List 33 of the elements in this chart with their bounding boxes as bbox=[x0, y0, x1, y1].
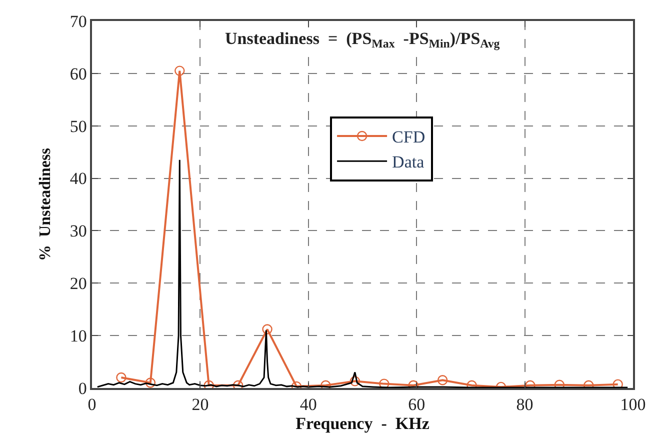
y-tick-label: 40 bbox=[70, 169, 87, 188]
x-tick-label: 40 bbox=[300, 395, 317, 414]
point bbox=[584, 380, 594, 388]
x-tick-label: 60 bbox=[408, 395, 426, 414]
point bbox=[204, 380, 214, 388]
y-axis-title: % Unsteadiness bbox=[37, 148, 54, 261]
point bbox=[408, 380, 418, 388]
annotation: Unsteadiness = (PS$_{Max}$ -PS$_{Min}$)/PS$_{Avg}$ bbox=[225, 29, 500, 51]
point bbox=[379, 378, 390, 388]
point bbox=[262, 324, 272, 334]
y-tick-label: 60 bbox=[70, 64, 87, 84]
point bbox=[466, 380, 477, 388]
x-tick-label: 80 bbox=[516, 395, 534, 414]
x-axis-title: Frequency - KHz bbox=[296, 414, 430, 434]
point bbox=[232, 380, 244, 388]
y-tick-label: 70 bbox=[70, 12, 87, 31]
point bbox=[525, 380, 536, 388]
x-tick-label: 100 bbox=[620, 395, 646, 414]
point bbox=[554, 380, 565, 388]
y-tick-label: 0 bbox=[78, 378, 87, 398]
y-tick-label: 20 bbox=[70, 274, 87, 294]
point bbox=[437, 375, 448, 386]
point bbox=[350, 376, 360, 386]
y-tick-label: 50 bbox=[70, 116, 87, 136]
y-tick-label: 30 bbox=[70, 222, 87, 241]
point bbox=[116, 372, 126, 383]
point bbox=[145, 378, 156, 388]
point bbox=[174, 66, 185, 76]
y-tick-label: 10 bbox=[70, 326, 87, 346]
legend-label: Data bbox=[392, 152, 425, 172]
x-tick-label: 20 bbox=[192, 395, 209, 414]
point bbox=[320, 380, 331, 388]
legend-label: CFD bbox=[392, 128, 426, 147]
